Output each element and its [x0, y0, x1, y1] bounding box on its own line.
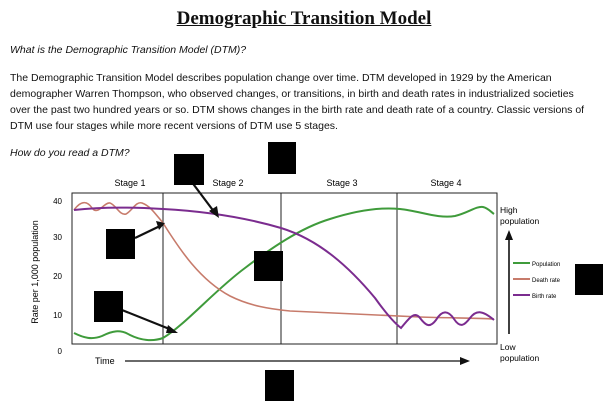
stage-label-2: Stage 2	[212, 178, 243, 188]
redaction-box-top-center	[268, 142, 296, 174]
arrow-upper-left	[134, 225, 161, 239]
arrow-lower-left-head	[166, 325, 178, 333]
redaction-box-bottom	[265, 370, 294, 401]
arrow-stage2	[190, 180, 216, 214]
series-death-rate	[73, 201, 495, 320]
legend-birth-rate: Birth rate	[532, 294, 557, 300]
legend-population: Population	[532, 262, 560, 268]
stage-label-3: Stage 3	[326, 178, 357, 188]
y-tick-20: 20	[53, 272, 62, 281]
y-axis-label: Rate per 1,000 population	[30, 220, 40, 324]
stage-label-4: Stage 4	[430, 178, 461, 188]
y-tick-0: 0	[58, 347, 63, 356]
x-axis-label: Time	[95, 356, 115, 366]
high-label-2: population	[500, 216, 540, 226]
redaction-box-stage2	[174, 154, 204, 185]
redaction-box-lower-left	[94, 291, 123, 322]
page-title: Demographic Transition Model	[176, 8, 432, 29]
redaction-box-upper-left	[106, 229, 135, 259]
question-dtm: What is the Demographic Transition Model…	[10, 44, 247, 56]
low-label-2: population	[500, 353, 540, 363]
plot-frame	[71, 192, 498, 345]
y-tick-40: 40	[53, 197, 62, 206]
series-population	[73, 205, 495, 342]
high-label-1: High	[500, 205, 518, 215]
y-tick-10: 10	[53, 311, 62, 320]
population-axis-arrow-head	[505, 230, 513, 240]
arrow-upper-left-head	[156, 221, 165, 230]
arrow-stage2-head	[209, 206, 219, 218]
time-arrow-head	[460, 357, 470, 365]
y-tick-30: 30	[53, 233, 62, 242]
question-read-dtm: How do you read a DTM?	[10, 147, 130, 159]
stage-label-1: Stage 1	[114, 178, 145, 188]
low-label-1: Low	[500, 342, 516, 352]
legend-death-rate: Death rate	[532, 278, 561, 284]
redaction-box-stage2-mid	[254, 251, 283, 281]
redaction-box-legend	[575, 264, 603, 295]
series-birth-rate	[73, 206, 495, 330]
intro-paragraph: The Demographic Transition Model describ…	[10, 72, 585, 132]
